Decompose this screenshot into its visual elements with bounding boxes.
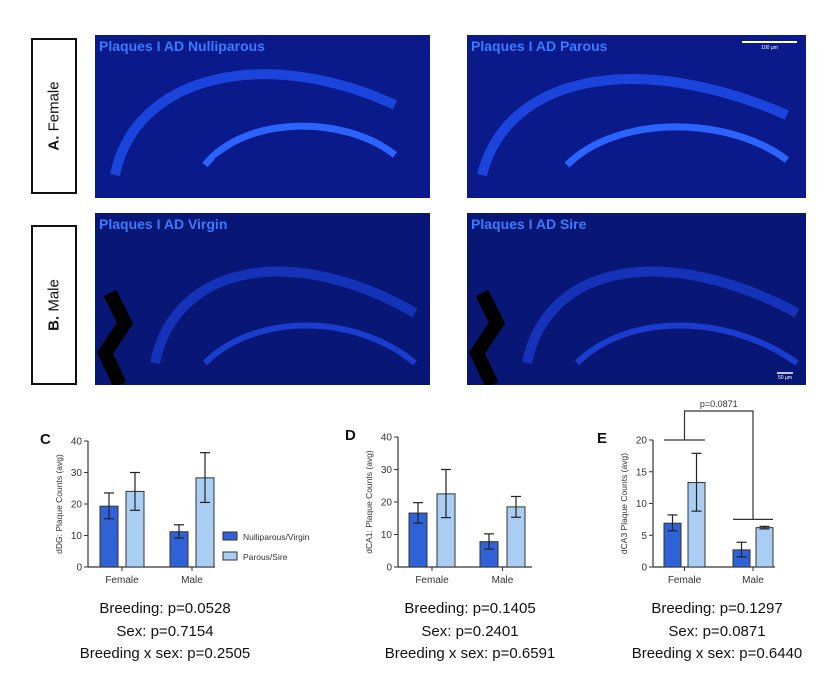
hippocampus-image [96, 266, 418, 385]
hippocampus-image [110, 69, 398, 176]
image-title: Plaques I AD Virgin [99, 216, 228, 232]
legend-label: Nulliparous/Virgin [243, 532, 310, 542]
y-tick-label: 30 [381, 465, 393, 476]
image-nulliparous: Plaques I AD Nulliparous [95, 35, 430, 198]
stats-e: Breeding: p=0.1297 Sex: p=0.0871 Breedin… [597, 598, 836, 666]
y-tick-label: 5 [641, 531, 647, 542]
image-virgin: Plaques I AD Virgin [95, 213, 430, 385]
y-tick-label: 40 [381, 433, 393, 444]
scale-bar-label: 50 µm [778, 375, 792, 381]
y-tick-label: 10 [381, 530, 393, 541]
image-title: Plaques I AD Parous [471, 38, 608, 54]
y-tick-label: 0 [641, 563, 647, 574]
stat-sex: Sex: p=0.7154 [116, 622, 214, 640]
stats-d: Breeding: p=0.1405 Sex: p=0.2401 Breedin… [350, 598, 590, 666]
stat-sex: Sex: p=0.2401 [421, 622, 519, 640]
y-tick-label: 30 [71, 468, 83, 479]
image-title: Plaques I AD Nulliparous [99, 38, 265, 54]
stat-interaction: Breeding x sex: p=0.6440 [631, 645, 803, 662]
x-tick-label: Male [742, 575, 764, 586]
label-male: B. Male [31, 225, 77, 385]
stat-sex: Sex: p=0.0871 [668, 622, 766, 640]
image-sire: Plaques I AD Sire 50 µm [467, 213, 806, 385]
y-axis-label: dCA1: Plaque Counts (avg) [364, 450, 374, 554]
y-axis-label: dCA3 Plaque Counts (avg) [619, 453, 629, 554]
image-parous: Plaques I AD Parous 100 µm [467, 35, 806, 198]
y-tick-label: 10 [71, 531, 83, 542]
y-tick-label: 0 [386, 563, 392, 574]
stat-breeding: Breeding: p=0.1405 [404, 600, 536, 617]
panel-letter: E [597, 430, 607, 447]
x-tick-label: Female [105, 575, 139, 586]
panel-letter: C [40, 431, 51, 448]
x-tick-label: Female [668, 575, 702, 586]
y-tick-label: 20 [636, 436, 648, 447]
stat-interaction: Breeding x sex: p=0.2505 [79, 645, 251, 662]
bar [755, 527, 774, 568]
x-tick-label: Male [492, 575, 514, 586]
y-tick-label: 40 [71, 437, 83, 448]
y-tick-label: 15 [636, 467, 648, 478]
scale-bar-label: 100 µm [761, 45, 778, 51]
stats-c: Breeding: p=0.0528 Sex: p=0.7154 Breedin… [45, 598, 285, 666]
stat-breeding: Breeding: p=0.0528 [99, 600, 231, 617]
legend-swatch [222, 531, 238, 541]
image-title: Plaques I AD Sire [471, 216, 587, 232]
stat-breeding: Breeding: p=0.1297 [651, 600, 783, 617]
y-axis-label: dDG: Plaque Counts (avg) [54, 454, 64, 554]
y-tick-label: 10 [636, 499, 648, 510]
y-tick-label: 20 [381, 498, 393, 509]
x-tick-label: Female [415, 575, 449, 586]
panel-letter: D [345, 427, 356, 444]
y-tick-label: 0 [76, 563, 82, 574]
label-female: A. Female [31, 38, 77, 194]
hippocampus-image [468, 266, 800, 385]
y-tick-label: 20 [71, 500, 83, 511]
significance-bracket [683, 410, 754, 520]
legend-label: Parous/Sire [243, 552, 288, 562]
x-tick-label: Male [181, 575, 203, 586]
bar-charts: C 0 10 20 30 40 dDG: Plaque Counts (avg) Female… [40, 399, 775, 586]
hippocampus-image [477, 41, 797, 177]
p-value-annotation: p=0.0871 [700, 399, 738, 409]
stat-interaction: Breeding x sex: p=0.6591 [384, 645, 556, 662]
legend-swatch [222, 551, 238, 561]
